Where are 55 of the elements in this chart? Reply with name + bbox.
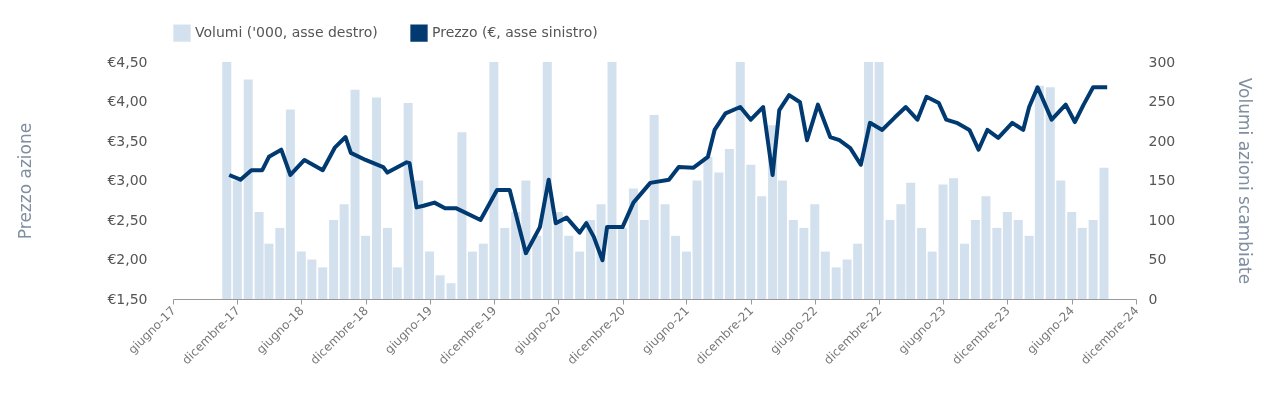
y2-tick-label: 250 xyxy=(1148,93,1176,109)
y-tick-label: €3,50 xyxy=(107,132,148,149)
bar xyxy=(222,62,232,299)
bar xyxy=(927,251,937,299)
bar xyxy=(467,251,477,299)
bar xyxy=(757,196,767,299)
y2-tick-label: 0 xyxy=(1148,290,1158,307)
bar xyxy=(575,251,585,299)
y2-tick-label: 300 xyxy=(1148,53,1176,70)
bar xyxy=(243,79,253,299)
y2-axis-title: Volumi azioni scambiate xyxy=(1235,77,1256,285)
bar xyxy=(339,204,349,299)
bar xyxy=(232,180,242,299)
legend-label: Volumi ('000, asse destro) xyxy=(195,24,378,41)
bar xyxy=(1013,220,1023,299)
bar xyxy=(285,109,295,299)
bar xyxy=(318,267,328,299)
y2-tick-label: 150 xyxy=(1148,172,1176,188)
y-tick-label: €1,50 xyxy=(107,290,148,307)
bar xyxy=(372,97,381,299)
line-series xyxy=(227,85,1110,263)
bar xyxy=(831,267,841,299)
bar xyxy=(275,227,285,299)
bar xyxy=(542,62,552,299)
bar xyxy=(1099,167,1109,299)
bar xyxy=(864,62,874,299)
bar xyxy=(425,251,435,299)
bar xyxy=(681,251,691,299)
bar xyxy=(628,188,638,299)
bar xyxy=(500,227,510,299)
y-tick-label: €3,00 xyxy=(107,172,148,188)
y-tick-label: €2,00 xyxy=(107,251,148,267)
y2-tick-label: 200 xyxy=(1148,132,1176,149)
bar xyxy=(1077,227,1087,299)
bar xyxy=(810,204,820,299)
y2-tick-label: 100 xyxy=(1148,211,1176,228)
bar xyxy=(1088,220,1098,299)
bar xyxy=(1067,212,1077,299)
bar xyxy=(917,227,927,299)
bar xyxy=(992,227,1002,299)
y-tick-label: €2,50 xyxy=(107,211,148,228)
bar xyxy=(618,227,628,299)
bar xyxy=(329,220,339,299)
y2-tick-label: 50 xyxy=(1148,251,1167,267)
legend-label: Prezzo (€, asse sinistro) xyxy=(432,24,598,41)
bar xyxy=(959,243,969,299)
y-axis-title: Prezzo azione xyxy=(15,122,36,240)
bar xyxy=(724,148,734,299)
bar xyxy=(435,275,445,299)
y-tick-label: €4,50 xyxy=(107,53,148,70)
bar xyxy=(820,251,830,299)
bar xyxy=(532,235,542,299)
bar xyxy=(714,172,724,299)
y-tick-label: €4,00 xyxy=(107,93,148,109)
bar xyxy=(1002,212,1012,299)
